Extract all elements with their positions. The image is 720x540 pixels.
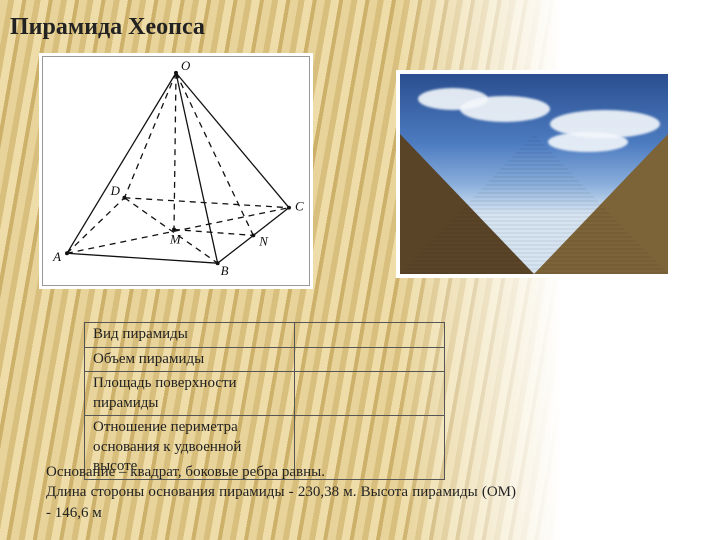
svg-text:O: O [181,59,190,73]
properties-table: Вид пирамиды Объем пирамиды Площадь пове… [84,322,445,480]
table-row: Вид пирамиды [85,323,445,348]
row-label: Площадь поверхности пирамиды [85,372,295,416]
row-value [295,347,445,372]
pyramid-diagram: O A B C D M N [42,56,310,286]
table-row: Площадь поверхности пирамиды [85,372,445,416]
caption-line: Длина стороны основания пирамиды - 230,3… [46,484,516,520]
pyramid-photo [400,74,668,274]
caption-text: Основание – квадрат, боковые ребра равны… [46,462,516,523]
table-row: Объем пирамиды [85,347,445,372]
svg-text:A: A [52,250,61,264]
caption-line: Основание – квадрат, боковые ребра равны… [46,464,325,480]
svg-text:N: N [258,234,269,248]
svg-text:D: D [110,184,121,198]
svg-text:C: C [295,200,304,214]
row-label: Вид пирамиды [85,323,295,348]
row-label: Объем пирамиды [85,347,295,372]
svg-text:B: B [221,264,229,278]
page-title: Пирамида Хеопса [10,14,205,41]
row-value [295,323,445,348]
svg-text:M: M [169,232,182,246]
row-value [295,372,445,416]
